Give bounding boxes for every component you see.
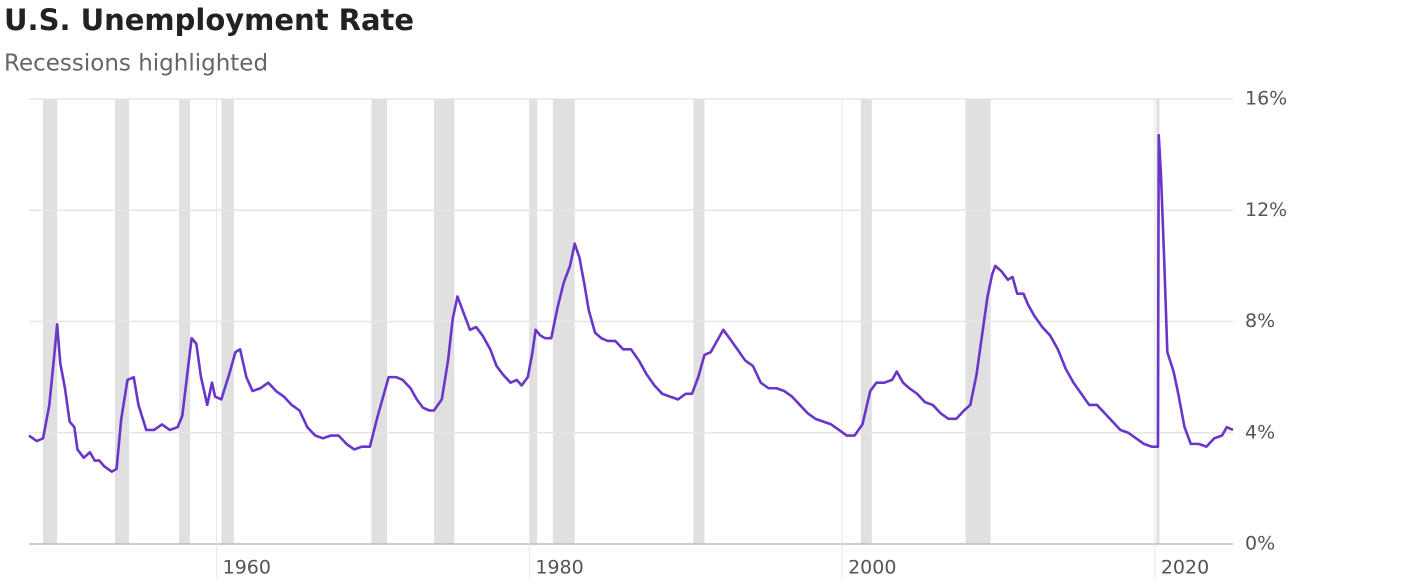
x-tick-label: 1980 [535, 557, 583, 579]
y-tick-label: 16% [1245, 88, 1287, 110]
y-tick-label: 0% [1245, 533, 1275, 555]
y-tick-label: 8% [1245, 310, 1275, 332]
y-tick-label: 12% [1245, 199, 1287, 221]
y-tick-label: 4% [1245, 421, 1275, 443]
chart-title: U.S. Unemployment Rate [4, 3, 414, 37]
unemployment-line [28, 133, 1234, 473]
x-tick-label: 2020 [1161, 557, 1209, 579]
x-tick-label: 1960 [223, 557, 271, 579]
chart-subtitle: Recessions highlighted [4, 51, 268, 77]
x-tick-label: 2000 [848, 557, 896, 579]
